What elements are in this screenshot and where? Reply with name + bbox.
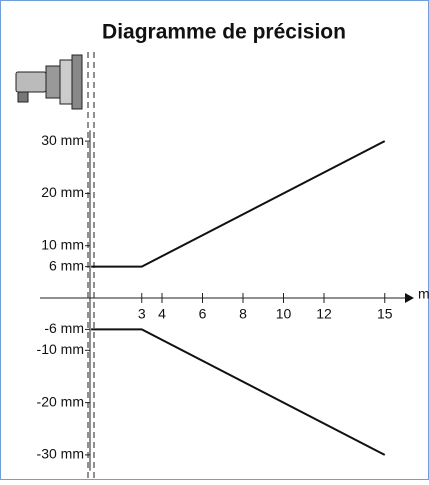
y-tick-label: 20 mm xyxy=(41,184,84,200)
x-axis-label: m xyxy=(418,286,429,302)
x-tick-label: 10 xyxy=(276,306,292,322)
y-tick-label: -20 mm xyxy=(37,393,84,409)
y-tick-label: -6 mm xyxy=(44,320,84,336)
x-tick-label: 12 xyxy=(316,306,332,322)
y-tick-label: 10 mm xyxy=(41,236,84,252)
x-tick-label: 3 xyxy=(138,306,146,322)
x-tick-label: 6 xyxy=(199,306,207,322)
chart-title: Diagramme de précision xyxy=(102,21,346,44)
x-tick-label: 15 xyxy=(377,306,393,322)
y-tick-label: -10 mm xyxy=(37,341,84,357)
x-tick-label: 8 xyxy=(239,306,247,322)
y-tick-label: 30 mm xyxy=(41,132,84,148)
x-tick-label: 4 xyxy=(158,306,166,322)
chart: Diagramme de précision m 30 mm 20 mm 10 mm 6… xyxy=(0,0,429,480)
y-tick-label: -30 mm xyxy=(37,446,84,462)
y-tick-label: 6 mm xyxy=(49,257,84,273)
